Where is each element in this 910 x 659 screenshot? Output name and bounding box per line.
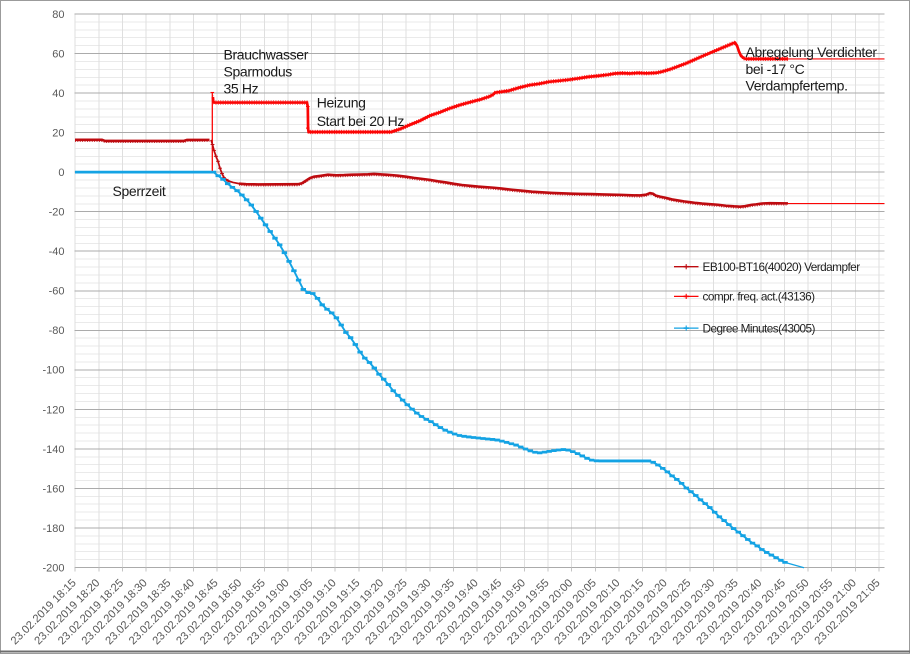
svg-text:Abregelung Verdichter: Abregelung Verdichter bbox=[746, 44, 878, 60]
svg-text:Verdampfertemp.: Verdampfertemp. bbox=[746, 78, 848, 94]
svg-text:Sparmodus: Sparmodus bbox=[224, 64, 293, 80]
svg-text:Sperrzeit: Sperrzeit bbox=[113, 183, 166, 199]
svg-text:-60: -60 bbox=[49, 286, 65, 298]
svg-text:Brauchwasser: Brauchwasser bbox=[224, 47, 309, 63]
svg-text:60: 60 bbox=[52, 48, 64, 60]
svg-text:-180: -180 bbox=[42, 523, 64, 535]
svg-text:80: 80 bbox=[52, 9, 64, 21]
svg-text:-200: -200 bbox=[42, 562, 64, 574]
svg-text:-20: -20 bbox=[49, 207, 65, 219]
svg-text:40: 40 bbox=[52, 88, 64, 100]
svg-text:-120: -120 bbox=[42, 404, 64, 416]
svg-text:bei -17 °C: bei -17 °C bbox=[746, 61, 805, 77]
svg-text:-40: -40 bbox=[49, 246, 65, 258]
svg-text:20: 20 bbox=[52, 128, 64, 140]
svg-text:35 Hz: 35 Hz bbox=[224, 81, 259, 97]
svg-text:-80: -80 bbox=[49, 325, 65, 337]
svg-text:Degree Minutes(43005): Degree Minutes(43005) bbox=[703, 321, 816, 335]
svg-text:Heizung: Heizung bbox=[317, 95, 366, 111]
svg-text:-140: -140 bbox=[42, 444, 64, 456]
svg-text:compr. freq. act.(43136): compr. freq. act.(43136) bbox=[703, 290, 816, 304]
svg-text:-160: -160 bbox=[42, 483, 64, 495]
svg-text:-100: -100 bbox=[42, 365, 64, 377]
svg-text:0: 0 bbox=[58, 167, 64, 179]
svg-text:Start bei 20 Hz: Start bei 20 Hz bbox=[317, 113, 405, 129]
svg-text:EB100-BT16(40020) Verdampfer: EB100-BT16(40020) Verdampfer bbox=[703, 260, 861, 274]
